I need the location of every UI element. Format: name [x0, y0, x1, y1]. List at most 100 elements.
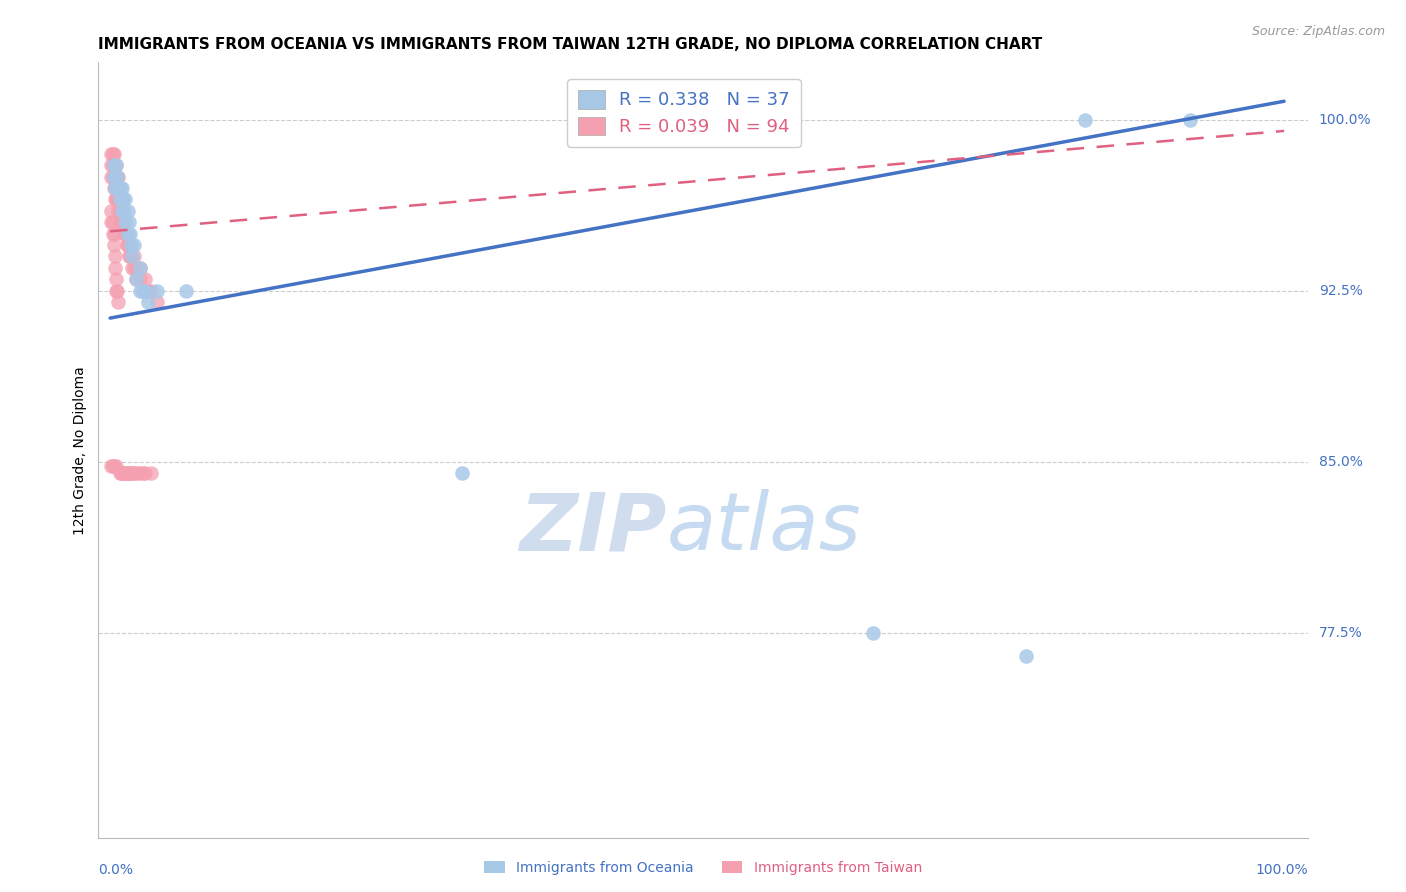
Text: 92.5%: 92.5% — [1319, 284, 1362, 298]
Text: Source: ZipAtlas.com: Source: ZipAtlas.com — [1251, 25, 1385, 38]
Point — [120, 238, 142, 252]
Point — [105, 158, 128, 172]
Point — [114, 467, 136, 481]
Point — [103, 459, 125, 474]
Point — [118, 215, 141, 229]
Point — [105, 181, 128, 195]
Point — [107, 169, 129, 184]
Point — [121, 467, 143, 481]
Point — [108, 193, 131, 207]
Point — [120, 250, 142, 264]
Point — [136, 284, 159, 298]
Legend: R = 0.338   N = 37, R = 0.039   N = 94: R = 0.338 N = 37, R = 0.039 N = 94 — [567, 79, 801, 147]
Point — [105, 459, 128, 474]
Text: 0.0%: 0.0% — [98, 863, 134, 878]
Point — [103, 238, 125, 252]
Point — [111, 203, 134, 218]
Point — [104, 181, 127, 195]
Point — [111, 467, 134, 481]
Text: ZIP: ZIP — [519, 489, 666, 567]
Point — [105, 272, 128, 286]
Point — [105, 193, 128, 207]
Point — [103, 146, 125, 161]
Point — [146, 295, 169, 310]
Point — [122, 238, 145, 252]
Point — [112, 203, 135, 218]
Point — [108, 181, 131, 195]
Point — [111, 215, 134, 229]
Point — [120, 467, 142, 481]
Point — [104, 250, 127, 264]
Point — [118, 467, 141, 481]
Point — [104, 169, 127, 184]
Point — [115, 238, 138, 252]
Point — [128, 284, 150, 298]
Point — [118, 250, 141, 264]
Point — [105, 284, 128, 298]
Point — [120, 250, 142, 264]
Point — [111, 181, 134, 195]
Point — [103, 169, 125, 184]
Point — [117, 203, 139, 218]
Point — [110, 467, 132, 481]
Point — [104, 169, 127, 184]
Point — [132, 284, 155, 298]
Point — [118, 238, 141, 252]
Point — [134, 272, 156, 286]
Point — [108, 181, 131, 195]
Point — [103, 227, 125, 241]
Point — [108, 467, 131, 481]
Point — [104, 181, 127, 195]
Point — [100, 459, 122, 474]
Point — [117, 467, 139, 481]
Point — [122, 250, 145, 264]
Point — [141, 467, 163, 481]
Point — [134, 467, 156, 481]
Point — [100, 146, 122, 161]
Point — [101, 146, 124, 161]
Point — [122, 467, 145, 481]
Point — [132, 284, 155, 298]
Point — [105, 169, 128, 184]
Point — [132, 467, 155, 481]
Point — [128, 260, 150, 275]
Point — [107, 203, 129, 218]
Point — [105, 193, 128, 207]
Point — [104, 260, 127, 275]
Point — [112, 467, 135, 481]
Point — [1180, 112, 1202, 127]
Point — [1073, 112, 1095, 127]
Point — [103, 181, 125, 195]
Point — [111, 203, 134, 218]
Point — [112, 215, 135, 229]
Point — [101, 459, 124, 474]
Text: 100.0%: 100.0% — [1319, 112, 1371, 127]
Point — [1015, 648, 1038, 663]
Y-axis label: 12th Grade, No Diploma: 12th Grade, No Diploma — [73, 366, 87, 535]
Point — [103, 169, 125, 184]
Point — [107, 181, 129, 195]
Point — [862, 626, 884, 640]
Point — [100, 169, 122, 184]
Point — [125, 272, 148, 286]
Point — [451, 467, 474, 481]
Point — [112, 203, 135, 218]
Text: 77.5%: 77.5% — [1319, 626, 1362, 640]
Point — [176, 284, 198, 298]
Point — [112, 193, 135, 207]
Text: 100.0%: 100.0% — [1256, 863, 1308, 878]
Point — [117, 227, 139, 241]
Point — [121, 260, 143, 275]
Point — [136, 295, 159, 310]
Point — [115, 467, 138, 481]
Point — [128, 272, 150, 286]
Point — [107, 193, 129, 207]
Point — [134, 284, 156, 298]
Point — [114, 227, 136, 241]
Point — [115, 227, 138, 241]
Point — [100, 215, 122, 229]
Point — [128, 260, 150, 275]
Point — [110, 203, 132, 218]
Point — [141, 284, 163, 298]
Point — [120, 238, 142, 252]
